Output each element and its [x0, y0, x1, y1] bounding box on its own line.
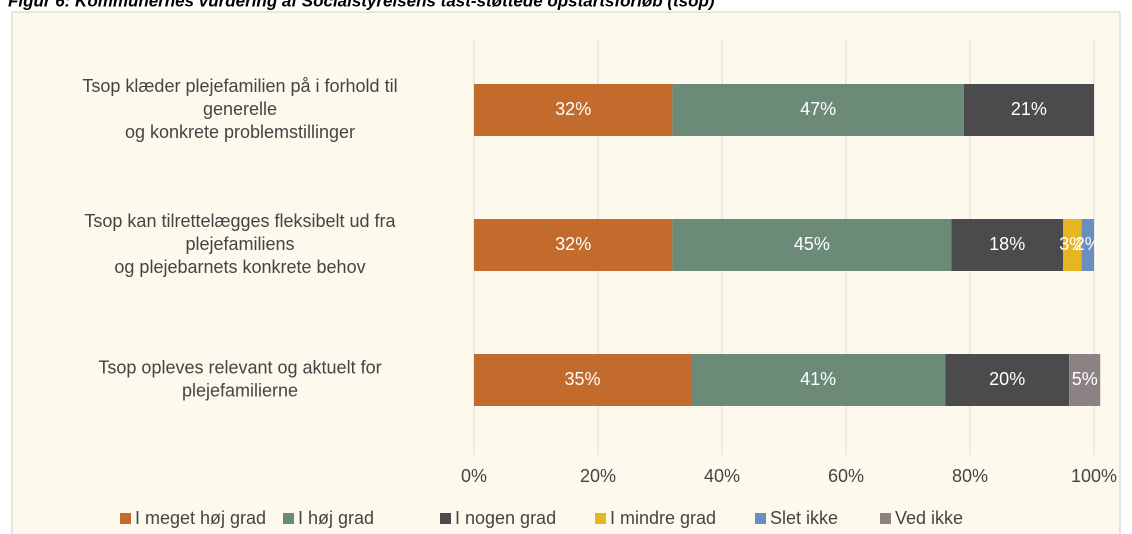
- data-label: 21%: [1011, 99, 1047, 119]
- bar-segment: [474, 84, 673, 136]
- legend-label: Slet ikke: [770, 508, 838, 528]
- legend-label: I meget høj grad: [135, 508, 266, 528]
- data-label: 32%: [555, 99, 591, 119]
- data-label: 3%: [1059, 234, 1085, 254]
- legend-swatch: [880, 513, 891, 524]
- data-label: 32%: [555, 234, 591, 254]
- category-label: plejefamiliens: [185, 234, 294, 254]
- bar-segment: [672, 84, 964, 136]
- legend-label: I nogen grad: [455, 508, 556, 528]
- data-label: 47%: [800, 99, 836, 119]
- category-label: Tsop kan tilrettelægges fleksibelt ud fr…: [84, 211, 396, 231]
- legend-swatch: [120, 513, 131, 524]
- chart-title: Figur 6: Kommunernes vurdering af Social…: [8, 0, 715, 10]
- legend-swatch: [440, 513, 451, 524]
- bar-segment: [672, 219, 952, 271]
- data-label: 5%: [1072, 369, 1098, 389]
- legend-swatch: [283, 513, 294, 524]
- bar-segment: [951, 219, 1063, 271]
- x-tick-label: 80%: [952, 466, 988, 486]
- category-label: generelle: [203, 99, 277, 119]
- x-tick-label: 20%: [580, 466, 616, 486]
- data-label: 45%: [794, 234, 830, 254]
- legend-swatch: [755, 513, 766, 524]
- legend-label: Ved ikke: [895, 508, 963, 528]
- bar-segment: [1081, 219, 1094, 271]
- x-tick-label: 100%: [1071, 466, 1117, 486]
- category-label: og plejebarnets konkrete behov: [114, 257, 365, 277]
- legend-label: I mindre grad: [610, 508, 716, 528]
- x-tick-label: 0%: [461, 466, 487, 486]
- category-label: Tsop klæder plejefamilien på i forhold t…: [82, 76, 397, 96]
- data-label: 20%: [989, 369, 1025, 389]
- category-label: Tsop opleves relevant og aktuelt for: [98, 357, 381, 377]
- bar-segment: [1069, 354, 1101, 406]
- x-tick-label: 40%: [704, 466, 740, 486]
- data-label: 2%: [1075, 234, 1101, 254]
- legend-label: I høj grad: [298, 508, 374, 528]
- bar-segment: [963, 84, 1094, 136]
- bar-segment: [1063, 219, 1082, 271]
- bar-segment: [691, 354, 946, 406]
- data-label: 35%: [564, 369, 600, 389]
- bar-segment: [945, 354, 1070, 406]
- data-label: 18%: [989, 234, 1025, 254]
- bar-segment: [474, 354, 691, 406]
- category-label: og konkrete problemstillinger: [125, 122, 355, 142]
- category-label: plejefamilierne: [182, 380, 298, 400]
- legend-swatch: [595, 513, 606, 524]
- bar-segment: [474, 219, 673, 271]
- data-label: 41%: [800, 369, 836, 389]
- x-tick-label: 60%: [828, 466, 864, 486]
